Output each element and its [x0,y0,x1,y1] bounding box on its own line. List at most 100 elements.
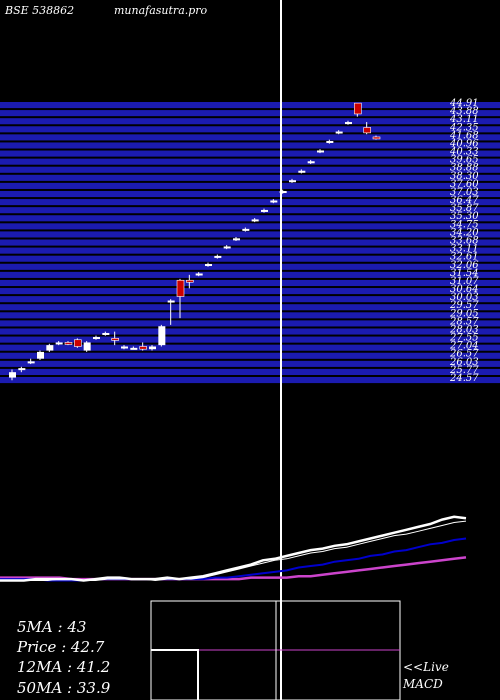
price-level-label: 30.03 [450,292,479,303]
candle-body [27,361,35,364]
candle-body [270,200,278,203]
candlesticks [9,102,381,381]
price-band [0,190,500,198]
price-band [0,126,500,133]
price-band [0,182,500,189]
price-band [0,263,500,270]
price-band [0,158,500,165]
candle-body [121,346,128,349]
candle-body [46,345,54,351]
price-level-label: 43.11 [449,114,479,125]
price-level-labels: 44.9143.8843.1142.3541.6840.9640.3339.65… [449,98,479,384]
candle-body [363,127,371,134]
price-band [0,207,500,214]
price-band [0,110,500,117]
candle-body [214,255,222,258]
price-level-label: 40.33 [449,147,479,158]
candle-body [102,332,110,335]
stat-price: Price : 42.7 [16,638,105,656]
candle-body [233,238,240,241]
candle-body [55,342,63,345]
macd-live-label: <<Live [403,660,449,674]
price-band [0,279,500,287]
price-level-label: 31.54 [450,268,479,279]
price-band [0,360,500,367]
candle-body [242,228,250,231]
candle-body [354,102,362,115]
price-level-label: 24.57 [449,373,479,384]
price-level-label: 27.04 [449,341,479,352]
stat-50ma: 50MA : 33.9 [17,679,111,697]
candle-body [149,346,156,350]
price-level-label: 29.05 [449,308,479,319]
ma-blue-line [0,537,467,582]
price-level-label: 39.65 [450,155,479,166]
price-band [0,102,500,109]
price-band [0,368,500,375]
price-level-label: 29.57 [449,300,479,311]
price-level-label: 36.47 [450,195,479,206]
price-level-label: 31.07 [450,276,479,287]
candle-body [289,180,296,183]
price-band [0,142,500,149]
source-label: munafasutra.pro [114,4,208,17]
candle-body [18,368,26,371]
price-level-label: 38.30 [450,171,479,182]
price-band [0,239,500,246]
price-level-label: 26.57 [449,349,479,360]
candle-body [307,161,315,164]
price-band [0,304,500,311]
price-level-label: 41.68 [449,130,479,141]
candle-body [64,342,73,345]
price-level-label: 35.30 [450,211,479,222]
price-band [0,288,500,295]
price-band [0,296,500,303]
price-band [0,312,500,319]
price-band [0,271,500,278]
price-band [0,134,500,141]
price-level-bands [0,102,500,384]
candle-body [317,150,324,153]
price-band [0,174,500,181]
candle-body [186,279,194,283]
price-band [0,215,500,222]
price-level-label: 37.60 [450,179,479,190]
stat-12ma: 12MA : 41.2 [17,658,110,676]
candle-body [326,140,334,143]
price-band [0,166,500,173]
candle-body [167,300,175,303]
price-level-label: 37.03 [450,187,479,198]
candle-body [261,209,268,212]
price-band [0,336,500,343]
candle-body [9,372,16,378]
price-band [0,199,500,206]
candle-body [37,351,44,359]
candle-body [335,131,343,134]
ma-white-line [0,515,467,582]
candle-body [158,326,166,346]
price-band [0,223,500,230]
candle-body [83,342,91,351]
price-band [0,377,500,384]
price-level-label: 25.77 [449,365,479,376]
candle-body [298,170,306,173]
macd-label: MACD [402,677,443,691]
price-level-label: 43.88 [449,106,479,117]
price-band [0,320,500,327]
candle-body [205,264,212,267]
candle-body [345,122,352,125]
candle-body [176,279,185,297]
price-level-label: 34.75 [450,219,479,230]
price-level-label: 35.87 [450,203,479,214]
price-level-label: 40.96 [449,138,479,149]
candle-body [139,346,147,350]
price-level-label: 26.03 [449,357,479,368]
stat-5ma: 5MA : 43 [17,618,86,636]
price-level-label: 32.06 [450,260,479,271]
price-band [0,352,500,359]
price-level-label: 34.20 [450,227,479,238]
candle-body [93,337,100,340]
price-band [0,231,500,238]
